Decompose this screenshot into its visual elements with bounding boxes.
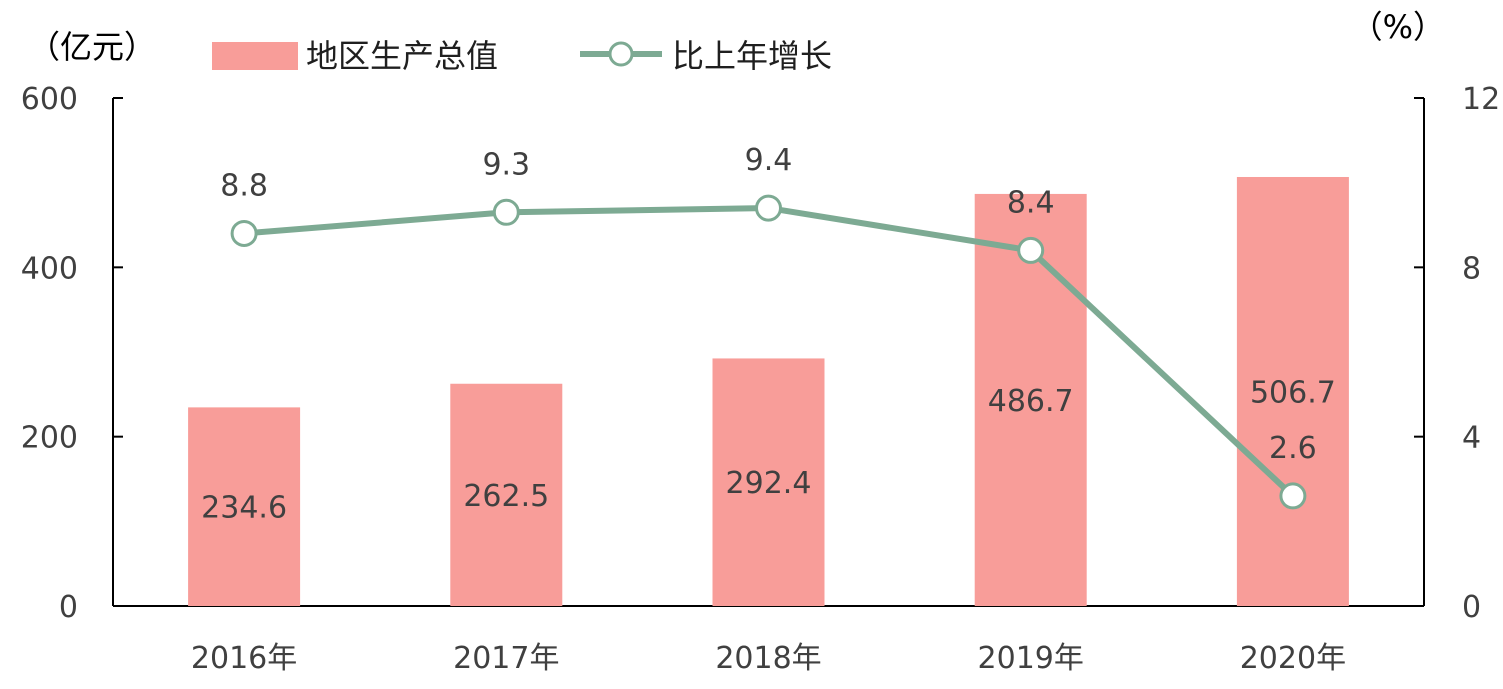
bar-data-label: 292.4 xyxy=(726,466,812,501)
line-data-label: 9.3 xyxy=(482,147,530,182)
line-point xyxy=(755,194,782,222)
line-data-label: 2.6 xyxy=(1269,431,1317,466)
bar xyxy=(450,383,563,606)
legend-swatch-gdp xyxy=(212,42,298,70)
line-data-label: 8.8 xyxy=(220,168,268,203)
x-tick-label: 2018年 xyxy=(715,641,821,676)
bar-data-label: 234.6 xyxy=(201,491,287,526)
left-axis-unit: （亿元） xyxy=(28,28,156,66)
bar-series: 234.6 262.5 292.4 486.7 506.7 xyxy=(188,176,1349,606)
x-axis-ticks: 2016年 2017年 2018年 2019年 2020年 xyxy=(191,641,1346,676)
right-tick-label: 0 xyxy=(1462,590,1481,625)
line-point xyxy=(230,219,258,247)
left-tick-label: 400 xyxy=(21,251,78,286)
x-tick-label: 2016年 xyxy=(191,641,297,676)
legend: 地区生产总值 比上年增长 xyxy=(212,37,832,75)
right-axis-ticks: 0 4 8 12 xyxy=(1414,82,1500,625)
left-tick-label: 200 xyxy=(21,421,78,456)
line-series: 8.8 9.3 9.4 8.4 2.6 xyxy=(220,143,1317,510)
right-tick-label: 12 xyxy=(1462,82,1500,117)
x-tick-label: 2019年 xyxy=(978,641,1084,676)
bar-data-label: 486.7 xyxy=(988,384,1074,419)
bar xyxy=(188,407,301,606)
right-axis-unit: （%） xyxy=(1351,8,1445,46)
x-tick-label: 2020年 xyxy=(1240,641,1346,676)
bar-data-label: 506.7 xyxy=(1250,375,1336,410)
line-data-label: 8.4 xyxy=(1007,185,1055,220)
x-tick-label: 2017年 xyxy=(453,641,559,676)
bar-data-label: 262.5 xyxy=(463,479,549,514)
line-point xyxy=(1279,482,1307,510)
right-tick-label: 4 xyxy=(1462,421,1481,456)
left-tick-label: 600 xyxy=(21,82,78,117)
bar xyxy=(712,358,825,606)
legend-swatch-growth-marker xyxy=(608,41,634,67)
line-point xyxy=(1017,236,1045,264)
line-point xyxy=(492,198,520,226)
legend-label-growth: 比上年增长 xyxy=(672,37,832,75)
right-tick-label: 8 xyxy=(1462,251,1481,286)
bar xyxy=(1236,176,1349,606)
left-axis-ticks: 0 200 400 600 xyxy=(21,82,123,625)
legend-label-gdp: 地区生产总值 xyxy=(306,37,498,75)
line-data-label: 9.4 xyxy=(745,143,793,178)
left-tick-label: 0 xyxy=(59,590,78,625)
